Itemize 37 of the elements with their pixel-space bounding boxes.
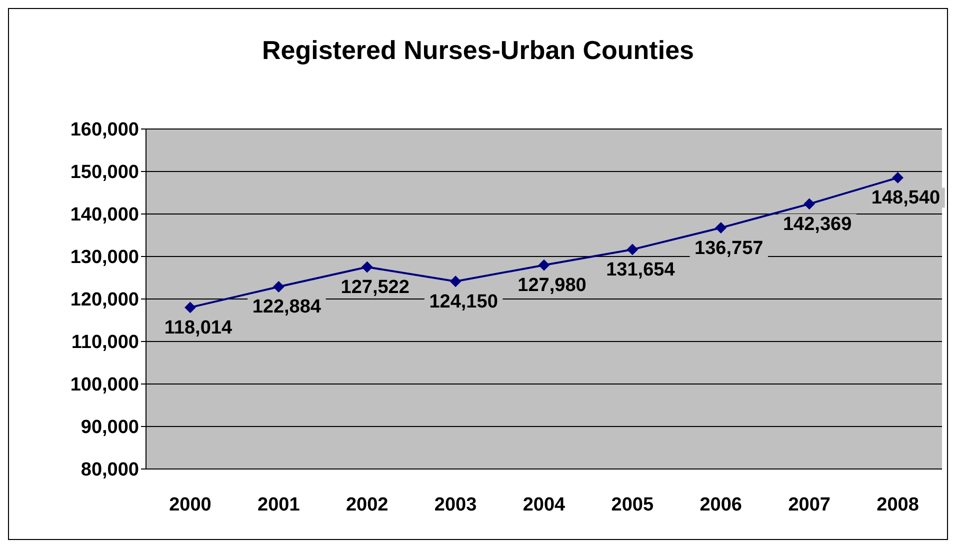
y-tick-label: 150,000 xyxy=(70,162,139,184)
y-tick-label: 140,000 xyxy=(70,204,139,226)
x-tick-label: 2005 xyxy=(611,494,654,516)
data-label: 122,884 xyxy=(252,296,322,318)
data-label: 131,654 xyxy=(606,259,676,280)
y-tick-label: 120,000 xyxy=(70,290,139,311)
point xyxy=(273,281,284,292)
x-tick-label: 2004 xyxy=(522,494,566,516)
x-tick-label: 2007 xyxy=(788,494,830,516)
y-tick-label: 130,000 xyxy=(70,247,139,268)
point xyxy=(450,276,462,287)
x-tick-label: 2001 xyxy=(258,494,300,516)
data-label: 118,014 xyxy=(164,317,232,338)
x-tick-label: 2000 xyxy=(169,494,212,516)
point xyxy=(184,302,196,313)
data-label: 127,522 xyxy=(340,277,410,298)
y-tick-label: 80,000 xyxy=(80,460,139,481)
data-label: 124,150 xyxy=(429,291,498,312)
point xyxy=(538,260,550,271)
data-label: 142,369 xyxy=(782,214,852,235)
data-label: 127,980 xyxy=(518,275,586,296)
y-tick-label: 90,000 xyxy=(80,417,139,438)
data-label: 136,757 xyxy=(694,238,764,259)
point xyxy=(804,198,815,210)
x-tick-label: 2008 xyxy=(876,494,919,516)
data-label: 148,540 xyxy=(871,188,940,209)
point xyxy=(362,262,373,273)
x-tick-label: 2002 xyxy=(346,494,388,516)
y-tick-label: 100,000 xyxy=(70,374,139,396)
x-tick-label: 2006 xyxy=(700,494,742,516)
point xyxy=(626,244,638,255)
x-tick-label: 2003 xyxy=(434,494,477,516)
y-tick-label: 110,000 xyxy=(71,332,139,354)
point xyxy=(715,222,726,234)
point xyxy=(892,172,904,184)
y-tick-label: 160,000 xyxy=(70,120,139,141)
chart-title: Registered Nurses-Urban Counties xyxy=(261,35,695,66)
